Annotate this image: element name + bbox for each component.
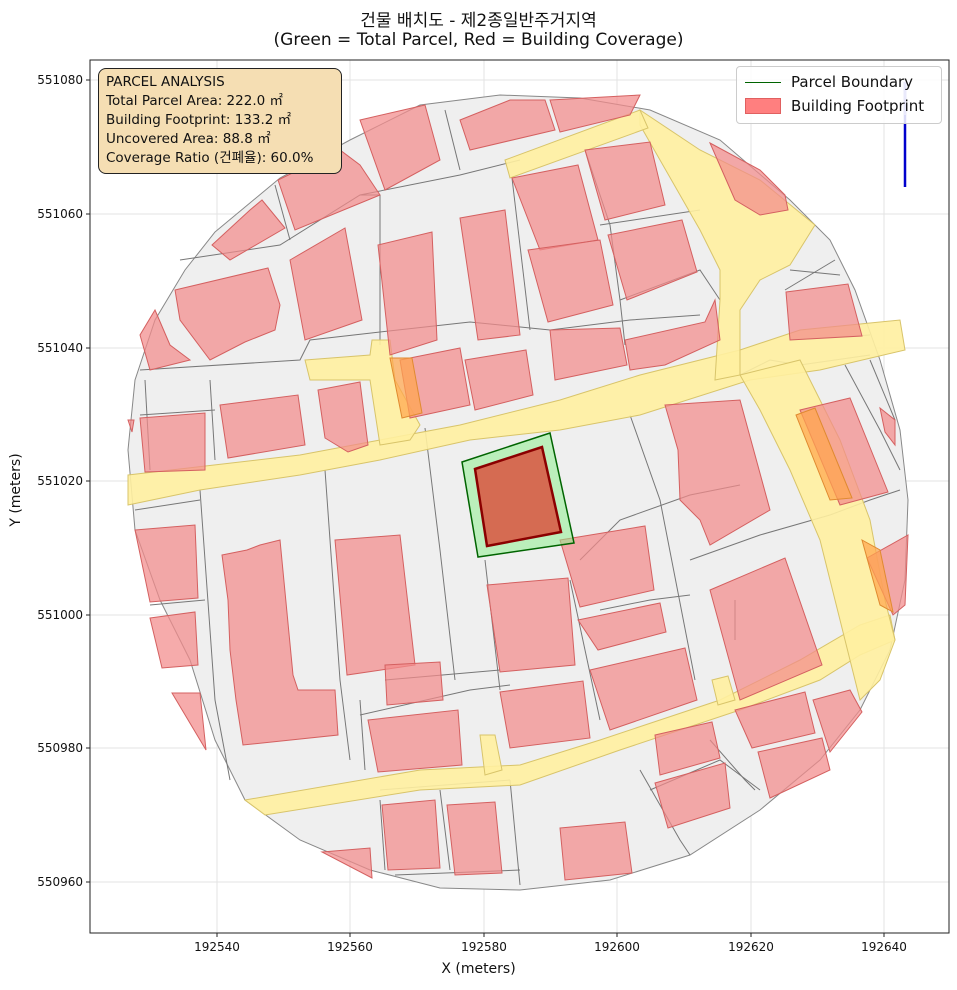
y-tick-label: 551040 [37,341,83,355]
building [812,689,863,754]
building [367,709,463,773]
building [559,525,655,608]
y-tick-label: 550980 [37,741,83,755]
building [734,691,816,749]
legend-item-parcel: Parcel Boundary [745,72,913,92]
building [320,847,373,879]
buildings [127,94,909,881]
building [377,231,438,356]
building [861,538,894,613]
road-connector-south [479,734,503,776]
x-tick-label: 192580 [461,940,507,954]
legend-patch-swatch [745,98,781,114]
building [499,680,591,749]
building [795,407,853,501]
legend-label-building: Building Footprint [791,97,925,115]
y-tick-label: 551080 [37,73,83,87]
x-tick-labels: 192540 192560 192580 192600 192620 19264… [194,940,907,954]
building [709,557,823,701]
building [654,762,731,829]
building [559,821,633,881]
info-uncovered-area: Uncovered Area: 88.8 ㎡ [106,131,271,147]
road-main-diagonal [127,319,906,506]
axes-frame [89,59,950,934]
target-building[interactable] [473,445,563,548]
building [589,647,698,731]
building [785,283,863,341]
y-axis-label: Y (meters) [8,453,24,527]
building [607,219,698,301]
x-tick-label: 192640 [861,940,907,954]
building [381,799,441,871]
parcel-analysis-box: PARCEL ANALYSIS Total Parcel Area: 222.0… [98,68,342,174]
building [527,239,614,323]
building [221,539,339,746]
building [577,602,667,651]
y-tick-label: 551000 [37,608,83,622]
building [317,381,369,453]
building [219,394,306,459]
building [459,209,521,341]
info-heading: PARCEL ANALYSIS [106,74,225,90]
building [134,524,199,603]
x-axis-label: X (meters) [441,961,516,977]
info-coverage-ratio: Coverage Ratio (건폐율): 60.0% [106,150,314,166]
building [486,577,576,673]
x-tick-label: 192540 [194,940,240,954]
building [664,399,771,546]
building [289,227,363,341]
building [139,412,206,473]
building [459,99,556,151]
building [708,141,789,216]
building [757,737,831,799]
building [127,419,135,433]
legend: Parcel Boundary Building Footprint [736,66,942,124]
info-building-footprint: Building Footprint: 133.2 ㎡ [106,112,292,128]
building [446,801,503,876]
building [549,94,641,133]
y-tick-marks [86,79,90,883]
road-north-branch [504,109,649,179]
building [654,721,721,776]
info-total-area: Total Parcel Area: 222.0 ㎡ [106,93,283,109]
building [549,327,628,381]
building [149,611,199,669]
building [389,357,423,419]
building [174,267,281,361]
y-tick-label: 551060 [37,207,83,221]
building [464,349,534,411]
x-tick-label: 192600 [594,940,640,954]
building [359,104,441,191]
legend-line-swatch [745,81,781,83]
building [384,661,444,706]
building [171,692,207,751]
x-tick-label: 192620 [728,940,774,954]
building [879,406,896,447]
chart-title-line1: 건물 배치도 - 제2종일반주거지역 [360,11,597,31]
building [584,141,666,221]
building [139,308,192,371]
roads [127,109,906,816]
legend-label-parcel: Parcel Boundary [791,73,914,91]
building [211,199,286,261]
x-tick-label: 192560 [327,940,373,954]
chart-title-line2: (Green = Total Parcel, Red = Building Co… [273,30,684,50]
y-tick-labels: 551080 551060 551040 551020 551000 55098… [37,73,83,889]
legend-item-building: Building Footprint [745,96,924,116]
x-tick-marks [216,933,885,937]
y-tick-label: 551020 [37,474,83,488]
building [624,298,721,371]
y-tick-label: 550960 [37,875,83,889]
road-connector-east [711,675,736,706]
